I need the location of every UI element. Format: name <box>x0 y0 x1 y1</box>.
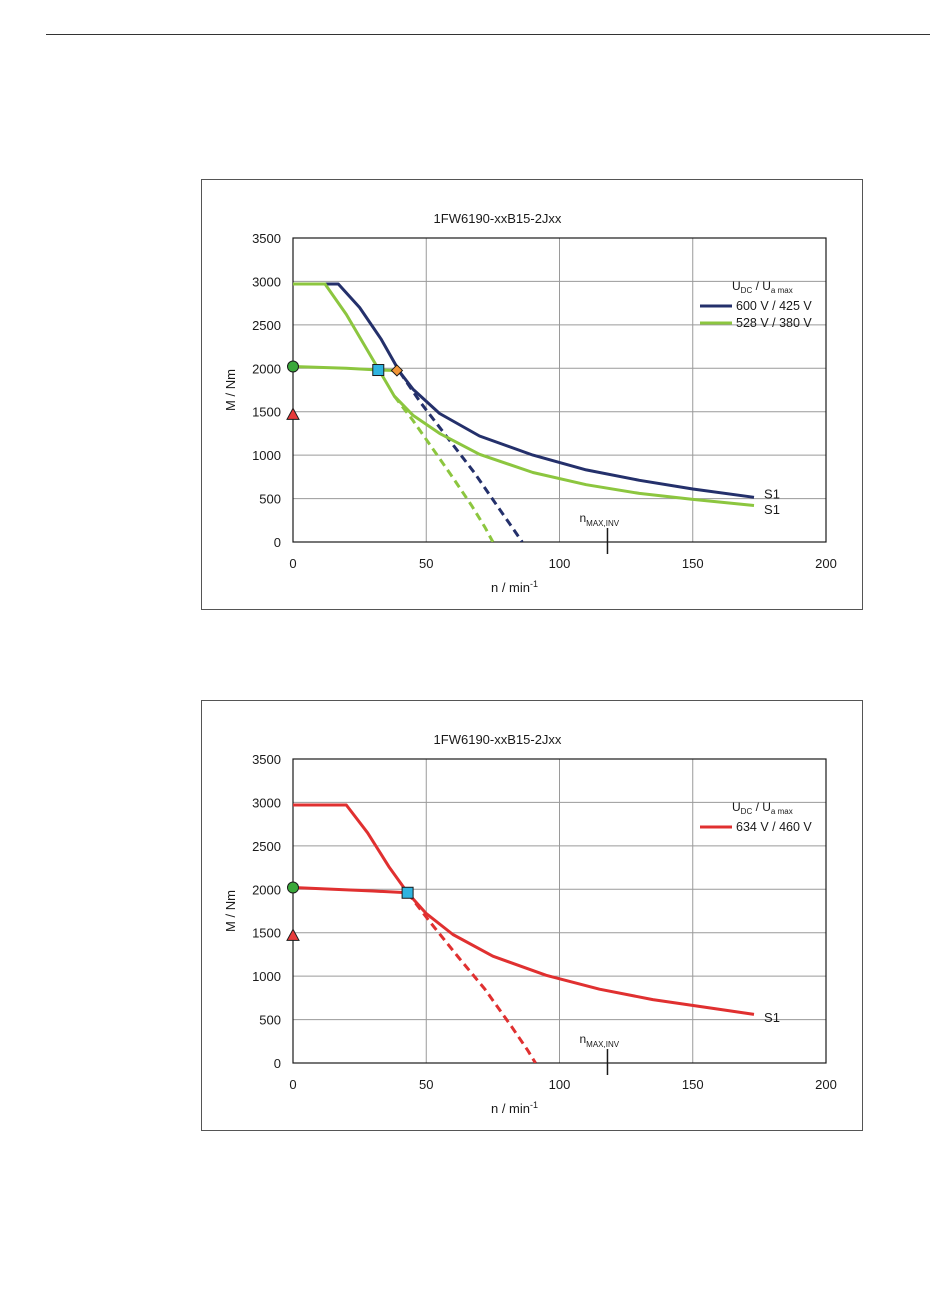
chart-2-x-tick-label: 200 <box>815 1077 837 1092</box>
chart-1-curves <box>293 282 755 542</box>
chart-2-y-tick-label: 500 <box>259 1013 281 1028</box>
chart-2-legend-sub2: a max <box>771 807 793 816</box>
chart-2-grid <box>293 759 826 1063</box>
chart-2-x-tick-label: 100 <box>549 1077 571 1092</box>
chart-2-y-tick-label: 2000 <box>252 882 281 897</box>
chart-2-marker-square <box>401 886 414 899</box>
chart-1-y-tick-label: 2000 <box>252 361 281 376</box>
chart-2-legend-sep: / <box>752 800 762 814</box>
chart-1-y-axis-label: M / Nm <box>223 369 238 411</box>
chart-2-curves <box>293 803 755 1063</box>
chart-2-legend-u2: U <box>762 800 771 814</box>
chart-1-series-2-end-label: S1 <box>764 502 780 517</box>
chart-1-x-tick-label: 200 <box>815 556 837 571</box>
chart-2-marker-triangle <box>286 928 300 941</box>
chart-1-y-tick-label: 3500 <box>252 231 281 246</box>
chart-2-legend-u1: U <box>732 800 741 814</box>
chart-1-legend-sub1: DC <box>741 286 753 295</box>
chart-1-x-tick-label: 100 <box>549 556 571 571</box>
chart-2-x-tick-label: 50 <box>419 1077 433 1092</box>
chart-2-legend-title: UDC / Ua max <box>732 800 793 816</box>
chart-2-y-tick-label: 0 <box>274 1056 281 1071</box>
chart-2-x-axis-label-main: n / min <box>491 1101 530 1116</box>
chart-1-y-tick-label: 2500 <box>252 318 281 333</box>
chart-2-y-tick-label: 1500 <box>252 926 281 941</box>
chart-1-nmax-label-main: n <box>579 511 586 525</box>
chart-1-x-axis-label: n / min-1 <box>491 579 538 595</box>
chart-1-y-tick-label: 1500 <box>252 405 281 420</box>
chart-2-series-1-end-label: S1 <box>764 1010 780 1025</box>
chart-2-series-1-dashed-line <box>406 891 537 1063</box>
chart-2-nmax-label-main: n <box>579 1032 586 1046</box>
chart-1-series-1-end-label: S1 <box>764 486 780 501</box>
chart-1-marker-triangle <box>286 407 300 420</box>
chart-1-marker-diamond <box>390 364 404 377</box>
chart-1-legend-sub2: a max <box>771 286 793 295</box>
chart-2-nmax-label: nMAX,INV <box>579 1032 619 1049</box>
chart-2-y-tick-label: 3500 <box>252 752 281 767</box>
chart-1-legend-label-2: 528 V / 380 V <box>736 316 812 330</box>
chart-1-x-tick-label: 0 <box>289 556 296 571</box>
chart-1-marker-circle <box>287 360 299 373</box>
chart-2-y-axis-label: M / Nm <box>223 890 238 932</box>
chart-1-marker-square <box>372 364 385 377</box>
chart-1-nmax-label: nMAX,INV <box>579 511 619 528</box>
chart-2-x-axis-label: n / min-1 <box>491 1100 538 1116</box>
chart-1-x-tick-label: 50 <box>419 556 433 571</box>
chart-1-title: 1FW6190-xxB15-2Jxx <box>434 211 562 226</box>
chart-2-series-1-line <box>293 803 755 1016</box>
chart-2-y-tick-label: 2500 <box>252 839 281 854</box>
chart-2-x-tick-label: 150 <box>682 1077 704 1092</box>
chart-2-y-tick-label: 3000 <box>252 795 281 810</box>
chart-1-legend-sep: / <box>752 279 762 293</box>
chart-1-series-1-dashed-line <box>398 370 524 542</box>
chart-2-legend-label-1: 634 V / 460 V <box>736 820 812 834</box>
chart-1-x-axis-label-sup: -1 <box>530 579 538 589</box>
chart-1-y-tick-label: 1000 <box>252 448 281 463</box>
chart-2-plot-area <box>292 758 827 1064</box>
chart-1-y-tick-label: 0 <box>274 535 281 550</box>
chart-2-nmax-label-sub: MAX,INV <box>586 1040 620 1049</box>
chart-2-legend-sub1: DC <box>741 807 753 816</box>
chart-1-nmax-label-sub: MAX,INV <box>586 519 620 528</box>
chart-2-title: 1FW6190-xxB15-2Jxx <box>434 732 562 747</box>
chart-1-x-tick-label: 150 <box>682 556 704 571</box>
chart-1-rated-torque-line <box>293 365 397 372</box>
torque-speed-chart-1: 1FW6190-xxB15-2Jxx 0 50 100 150 200 0 500 1000 15… <box>201 179 863 610</box>
torque-speed-chart-2: 1FW6190-xxB15-2Jxx 0 50 100 150 200 0 500 1000 15… <box>201 700 863 1131</box>
chart-1-legend-label-1: 600 V / 425 V <box>736 299 812 313</box>
chart-1-x-axis-label-main: n / min <box>491 580 530 595</box>
chart-1-y-tick-label: 500 <box>259 492 281 507</box>
chart-1-series-1-line <box>293 282 755 499</box>
chart-1-series-2-line <box>293 282 755 507</box>
chart-1-legend-u1: U <box>732 279 741 293</box>
chart-1-series-2-dashed-line <box>393 395 495 542</box>
chart-2-rated-torque-line <box>293 886 408 895</box>
chart-2-y-tick-label: 1000 <box>252 969 281 984</box>
chart-2-x-tick-label: 0 <box>289 1077 296 1092</box>
chart-2-x-axis-label-sup: -1 <box>530 1100 538 1110</box>
chart-1-y-tick-label: 3000 <box>252 274 281 289</box>
chart-2-marker-circle <box>287 881 299 894</box>
page-top-rule <box>46 34 930 35</box>
chart-1-legend-u2: U <box>762 279 771 293</box>
chart-1-legend-title: UDC / Ua max <box>732 279 793 295</box>
chart-1-plot-area <box>292 237 827 543</box>
